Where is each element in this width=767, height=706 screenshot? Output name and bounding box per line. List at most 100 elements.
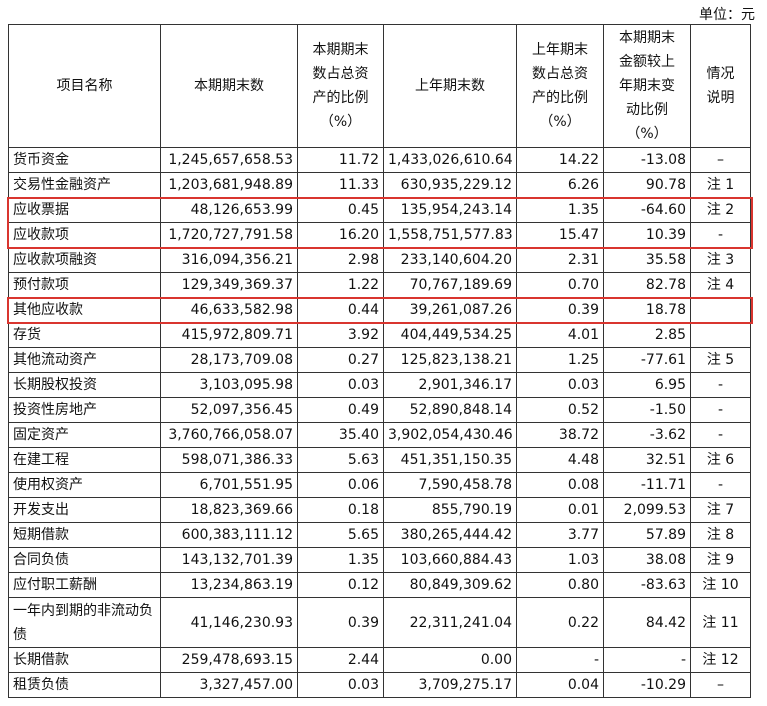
table-cell: 注 8: [690, 522, 751, 548]
header-line: （%）: [626, 126, 668, 142]
table-cell: 注 4: [690, 272, 751, 298]
table-cell: 598,071,386.33: [160, 447, 298, 473]
table-cell: 855,790.19: [383, 497, 517, 523]
header-cell: 本期期末 数占总资 产的比例 （%）: [297, 24, 384, 148]
table-cell: 2.98: [297, 247, 384, 273]
table-cell: 交易性金融资产: [8, 172, 161, 198]
table-cell: 70,767,189.69: [383, 272, 517, 298]
table-row: 在建工程 598,071,386.33 5.63 451,351,150.35 4.48…: [8, 447, 751, 473]
table-cell: 投资性房地产: [8, 397, 161, 423]
table-cell: 注 7: [690, 497, 751, 523]
table-cell: 600,383,111.12: [160, 522, 298, 548]
table-cell: 0.12: [297, 572, 384, 598]
table-row: 合同负债 143,132,701.39 1.35 103,660,884.43 1.03…: [8, 547, 751, 573]
header-cell: 上年期末 数占总资 产的比例 （%）: [516, 24, 604, 148]
table-cell: 长期借款: [8, 647, 161, 673]
table-cell: 固定资产: [8, 422, 161, 448]
table-cell: 货币资金: [8, 147, 161, 173]
table-cell: 3,103,095.98: [160, 372, 298, 398]
table-cell: 5.65: [297, 522, 384, 548]
table-row: 长期股权投资 3,103,095.98 0.03 2,901,346.17 0.03 6.…: [8, 372, 751, 398]
table-cell: 注 5: [690, 347, 751, 373]
table-cell: 0.03: [516, 372, 604, 398]
table-cell: 2,099.53: [603, 497, 691, 523]
table-row: 应收票据 48,126,653.99 0.45 135,954,243.14 1.35-…: [8, 197, 751, 223]
header-line: 动比例: [626, 102, 668, 118]
table-cell: 103,660,884.43: [383, 547, 517, 573]
table-cell: 38.72: [516, 422, 604, 448]
table-cell: -: [603, 647, 691, 673]
table-cell: 28,173,709.08: [160, 347, 298, 373]
table-row: 固定资产 3,760,766,058.07 35.40 3,902,054,430.4…: [8, 422, 751, 448]
table-cell: 35.40: [297, 422, 384, 448]
table-cell: -: [516, 647, 604, 673]
table-cell: 18,823,369.66: [160, 497, 298, 523]
table-cell: 32.51: [603, 447, 691, 473]
table-cell: 1,720,727,791.58: [160, 222, 298, 248]
table-cell: 存货: [8, 322, 161, 348]
table-cell: 11.72: [297, 147, 384, 173]
table-cell: 125,823,138.21: [383, 347, 517, 373]
table-cell: -: [690, 397, 751, 423]
table-cell: -3.62: [603, 422, 691, 448]
table-cell: 15.47: [516, 222, 604, 248]
table-cell: 0.80: [516, 572, 604, 598]
header-cell: 项目名称: [8, 24, 161, 148]
header-line: 产的比例: [312, 90, 369, 106]
table-cell: 80,849,309.62: [383, 572, 517, 598]
highlight-box: [6, 196, 753, 249]
table-cell: 注 9: [690, 547, 751, 573]
table-cell: -: [690, 222, 751, 248]
table-cell: 4.01: [516, 322, 604, 348]
table-cell: 90.78: [603, 172, 691, 198]
table-cell: 7,590,458.78: [383, 472, 517, 498]
table-cell: 0.04: [516, 672, 604, 698]
table-row: 预付款项 129,349,369.37 1.22 70,767,189.69 0.70 8…: [8, 272, 751, 298]
table-cell: 84.42: [603, 597, 691, 648]
table-cell: 注 10: [690, 572, 751, 598]
table-cell: -10.29: [603, 672, 691, 698]
table-row: 租赁负债 3,327,457.00 0.03 3,709,275.17 0.04 -10.…: [8, 672, 751, 698]
table-cell: 0.70: [516, 272, 604, 298]
table-cell: -83.63: [603, 572, 691, 598]
table-row: 其他流动资产 28,173,709.08 0.27 125,823,138.21 1.2…: [8, 347, 751, 373]
header-line: 数占总资: [532, 66, 588, 82]
table-cell: 233,140,604.20: [383, 247, 517, 273]
table-row: 开发支出 18,823,369.66 0.18 855,790.19 0.01 2,099…: [8, 497, 751, 523]
table-cell: 注 12: [690, 647, 751, 673]
table-cell: 合同负债: [8, 547, 161, 573]
table-cell: 注 6: [690, 447, 751, 473]
table-cell: 404,449,534.25: [383, 322, 517, 348]
table-cell: 应付职工薪酬: [8, 572, 161, 598]
table-cell: 应收款项: [8, 222, 161, 248]
header-cell: 本期期末数: [160, 24, 298, 148]
table-cell: 3,760,766,058.07: [160, 422, 298, 448]
header-line: （%）: [319, 114, 362, 130]
highlight-box: [6, 296, 753, 324]
table-cell: 129,349,369.37: [160, 272, 298, 298]
table-cell: 451,351,150.35: [383, 447, 517, 473]
table-row: 存货 415,972,809.71 3.92 404,449,534.25 4.01 2.…: [8, 322, 751, 348]
table-cell: –: [690, 672, 751, 698]
table-cell: 10.39: [603, 222, 691, 248]
table-cell: 630,935,229.12: [383, 172, 517, 198]
header-line: 本期期末数: [194, 78, 264, 94]
header-line: 本期期末: [312, 42, 369, 58]
table-cell: 其他流动资产: [8, 347, 161, 373]
table-cell: 2.85: [603, 322, 691, 348]
table-cell: 0.01: [516, 497, 604, 523]
table-cell: 开发支出: [8, 497, 161, 523]
table-cell: 0.27: [297, 347, 384, 373]
table-row: 应收款项融资 316,094,356.21 2.98 233,140,604.20 2.…: [8, 247, 751, 273]
table-cell: 0.22: [516, 597, 604, 648]
header-line: 金额较上: [619, 54, 675, 70]
table-cell: 0.00: [383, 647, 517, 673]
table-row: 货币资金 1,245,657,658.53 11.72 1,433,026,610.6…: [8, 147, 751, 173]
table-cell: 注 2: [690, 197, 751, 223]
table-cell: 1.35: [297, 547, 384, 573]
table-cell: 82.78: [603, 272, 691, 298]
table-cell: -13.08: [603, 147, 691, 173]
table-cell: 2.44: [297, 647, 384, 673]
header-row: 项目名称 本期期末数 本期期末 数占总资 产的比例 （%） 上年期末数 上年期末 数占总资 产的比…: [8, 24, 751, 148]
table-cell: 0.03: [297, 672, 384, 698]
